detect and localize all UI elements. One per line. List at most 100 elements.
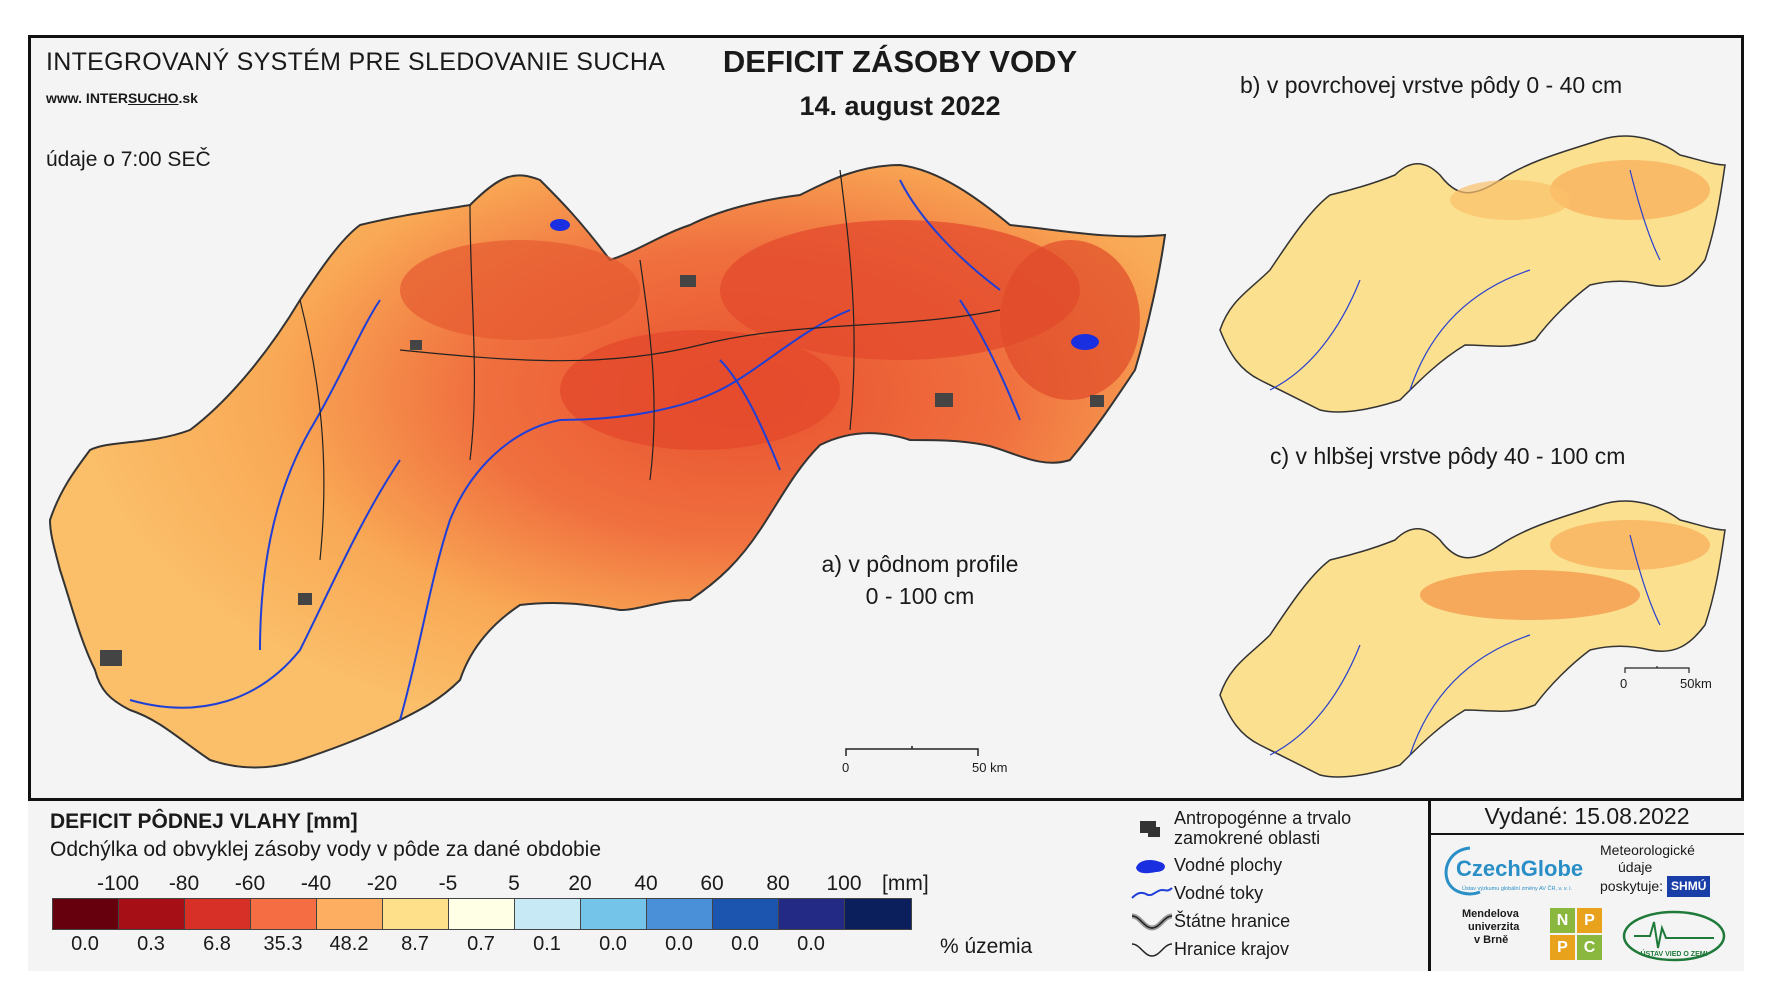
nppc-letter: P [1577, 908, 1602, 933]
main-map-svg [48, 163, 1167, 769]
legend-tick: 20 [568, 872, 592, 895]
legend-percentage: 0.7 [467, 933, 495, 955]
legend-tick: 80 [766, 872, 790, 895]
region-border-icon [1131, 943, 1173, 957]
rivers-c [1269, 534, 1661, 756]
legend-percentage: 0.0 [797, 933, 825, 955]
legend-unit: [mm] [882, 872, 929, 895]
legend-color-swatch [383, 899, 449, 929]
symbol-water-bodies: Vodné plochy [1130, 854, 1390, 876]
anthropogenic-area-icon [1140, 821, 1160, 837]
mendel-line-1: Mendelova [1462, 908, 1519, 920]
legend-percentage: 6.8 [203, 933, 231, 955]
map-a-label-line1: a) v pôdnom profile [821, 551, 1019, 577]
symbol-legend: Antropogénne a trvalo zamokrené oblasti … [1130, 808, 1390, 966]
deficit-area [1420, 570, 1640, 620]
scale-bar-small [1624, 666, 1690, 673]
issued-divider [1428, 833, 1744, 835]
legend-tick: -100 [96, 872, 140, 895]
map-date: 14. august 2022 [799, 91, 1001, 121]
scale-small-zero: 0 [1620, 676, 1628, 691]
nppc-letter: C [1577, 935, 1602, 960]
legend-percentage: 0.0 [665, 933, 693, 955]
legend-tick: 60 [700, 872, 724, 895]
symbol-anthropogenic: Antropogénne a trvalo zamokrené oblasti [1130, 808, 1390, 848]
anthropogenic-label-1: Antropogénne a trvalo [1174, 808, 1352, 828]
website-link[interactable]: www. INTERSUCHO.sk [46, 90, 198, 106]
legend-panel [28, 798, 1744, 971]
meteo-provider: Meteorologické údaje poskytuje: SHMÚ [1600, 842, 1711, 897]
deficit-hotspot [1000, 240, 1140, 400]
legend-percentage: 8.7 [401, 933, 429, 955]
legend-color-swatch [713, 899, 779, 929]
legend-subtitle: Odchýlka od obvyklej zásoby vody v pôde … [50, 838, 602, 861]
deficit-hotspot [560, 330, 840, 450]
map-b-svg [1219, 135, 1726, 413]
legend-color-swatch [119, 899, 185, 929]
water-bodies-label: Vodné plochy [1174, 854, 1283, 875]
deficit-hotspot [400, 240, 640, 340]
legend-color-swatch [185, 899, 251, 929]
deficit-hotspot [720, 220, 1080, 360]
water-body [550, 219, 570, 231]
legend-percentage: 0.0 [599, 933, 627, 955]
water-body [1071, 334, 1099, 350]
earth-science-institute-logo: ÚSTAV VIED O ZEMI [1622, 910, 1726, 962]
map-c-label: c) v hlbšej vrstve pôdy 40 - 100 cm [1270, 443, 1626, 469]
symbol-rivers: Vodné toky [1130, 882, 1390, 904]
slovakia-outline-c [1219, 500, 1726, 778]
rivers-b [1269, 169, 1661, 391]
nppc-letter: N [1550, 908, 1575, 933]
legend-tick: -80 [168, 872, 200, 895]
percent-territory-label: % územia [940, 935, 1033, 958]
map-b-label: b) v povrchovej vrstve pôdy 0 - 40 cm [1240, 72, 1623, 98]
legend-percentage: 0.3 [137, 933, 165, 955]
state-border-icon [1131, 913, 1173, 931]
meteo-line-3: poskytuje: [1600, 878, 1664, 894]
map-a-label-line2: 0 - 100 cm [865, 583, 975, 609]
river-icon [1131, 887, 1173, 899]
rivers-label: Vodné toky [1174, 882, 1264, 903]
legend-color-swatch [581, 899, 647, 929]
czechglobe-logo: CzechGlobe Ústav výzkumu globální změny … [1444, 846, 1583, 896]
legend-tick: -5 [438, 872, 458, 895]
mendel-line-2: univerzita [1468, 921, 1520, 933]
meteo-line-2: údaje [1618, 859, 1653, 875]
legend-color-swatch [647, 899, 713, 929]
legend-tick: 5 [508, 872, 520, 895]
website-prefix: www. INTER [46, 90, 128, 106]
legend-tick: -60 [234, 872, 266, 895]
legend-tick: 100 [826, 872, 862, 895]
website-highlight: SUCHO [127, 90, 179, 106]
region-border-label: Hranice krajov [1174, 938, 1290, 959]
legend-percentage: 0.0 [731, 933, 759, 955]
legend-percentages: 0.0 0.3 6.8 35.3 48.2 8.7 0.7 0.1 0.0 0.… [52, 933, 844, 957]
legend-color-swatch [845, 899, 911, 929]
issued-date: Vydané: 15.08.2022 [1484, 803, 1690, 829]
water-body-icon [1136, 860, 1165, 874]
rivers-main [129, 179, 1021, 721]
legend-percentage: 35.3 [263, 933, 303, 955]
nppc-logo: N P P C [1550, 908, 1602, 960]
scale-main-end: 50 km [972, 760, 1008, 775]
legend-divider [1428, 798, 1431, 971]
legend-percentage: 0.1 [533, 933, 561, 955]
legend-color-swatch [779, 899, 845, 929]
mendel-line-3: v Brně [1474, 934, 1509, 946]
state-border-label: Štátne hranice [1174, 910, 1291, 931]
scale-main-zero: 0 [842, 760, 850, 775]
system-title: INTEGROVANÝ SYSTÉM PRE SLEDOVANIE SUCHA [46, 48, 666, 76]
legend-color-swatch [317, 899, 383, 929]
scale-bar-main [845, 746, 979, 756]
symbol-region-border: Hranice krajov [1130, 938, 1390, 960]
legend-percentage: 0.0 [71, 933, 99, 955]
legend-color-swatch [449, 899, 515, 929]
legend-color-swatch [251, 899, 317, 929]
legend-color-swatch [515, 899, 581, 929]
scale-small-end: 50km [1680, 676, 1712, 691]
anthropogenic-areas-main [100, 275, 1104, 666]
czechglobe-subtext: Ústav výzkumu globální změny AV ČR, v. v… [1462, 885, 1573, 892]
legend-tick: -40 [300, 872, 332, 895]
map-a-label: a) v pôdnom profile 0 - 100 cm [780, 548, 1060, 612]
deficit-area [1550, 520, 1710, 570]
